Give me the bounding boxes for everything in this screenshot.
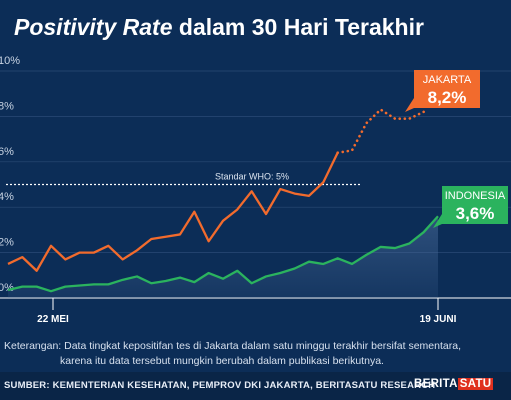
jakarta-line [7, 152, 339, 272]
indonesia-line [7, 215, 439, 293]
chart-title-rest: dalam 30 Hari Terakhir [172, 14, 424, 40]
indonesia-callout-box [442, 186, 508, 224]
jakarta-series-name: JAKARTA [423, 74, 472, 86]
jakarta-callout-pointer [405, 98, 414, 112]
jakarta-estimated-line [336, 107, 425, 155]
chart-title-italic: Positivity Rate [14, 14, 173, 40]
indonesia-callout-pointer [433, 214, 442, 228]
footer: SUMBER: KEMENTERIAN KESEHATAN, PEMPROV D… [0, 372, 511, 400]
indonesia-value-label: 3,6% [456, 204, 495, 223]
who-reference-label: Standar WHO: 5% [215, 172, 289, 182]
y-tick-label: 6% [0, 146, 14, 158]
indonesia-callout: INDONESIA 3,6% [433, 186, 508, 228]
y-tick-label: 2% [0, 237, 14, 249]
brand-logo-b: SATU [457, 378, 494, 390]
y-tick-label: 8% [0, 100, 14, 112]
jakarta-callout-box [414, 70, 480, 108]
brand-logo: BERITA SATU [414, 378, 494, 390]
chart-title: Positivity Rate dalam 30 Hari Terakhir [14, 14, 424, 41]
x-tick-label: 22 MEI [37, 314, 69, 325]
brand-logo-a: BERITA [414, 378, 458, 390]
source-text: SUMBER: KEMENTERIAN KESEHATAN, PEMPROV D… [4, 380, 436, 391]
note-line-2: karena itu data tersebut mungkin berubah… [60, 355, 384, 367]
indonesia-series-name: INDONESIA [445, 190, 506, 202]
chart-note: Keterangan: Data tingkat kepositifan tes… [4, 339, 509, 369]
y-tick-label: 4% [0, 191, 14, 203]
x-tick-label: 19 JUNI [420, 314, 457, 325]
jakarta-value-label: 8,2% [428, 88, 467, 107]
jakarta-callout: JAKARTA 8,2% [405, 70, 480, 112]
note-line-1: Keterangan: Data tingkat kepositifan tes… [4, 340, 461, 352]
y-tick-label: 10% [0, 55, 20, 67]
indonesia-area [8, 216, 438, 298]
